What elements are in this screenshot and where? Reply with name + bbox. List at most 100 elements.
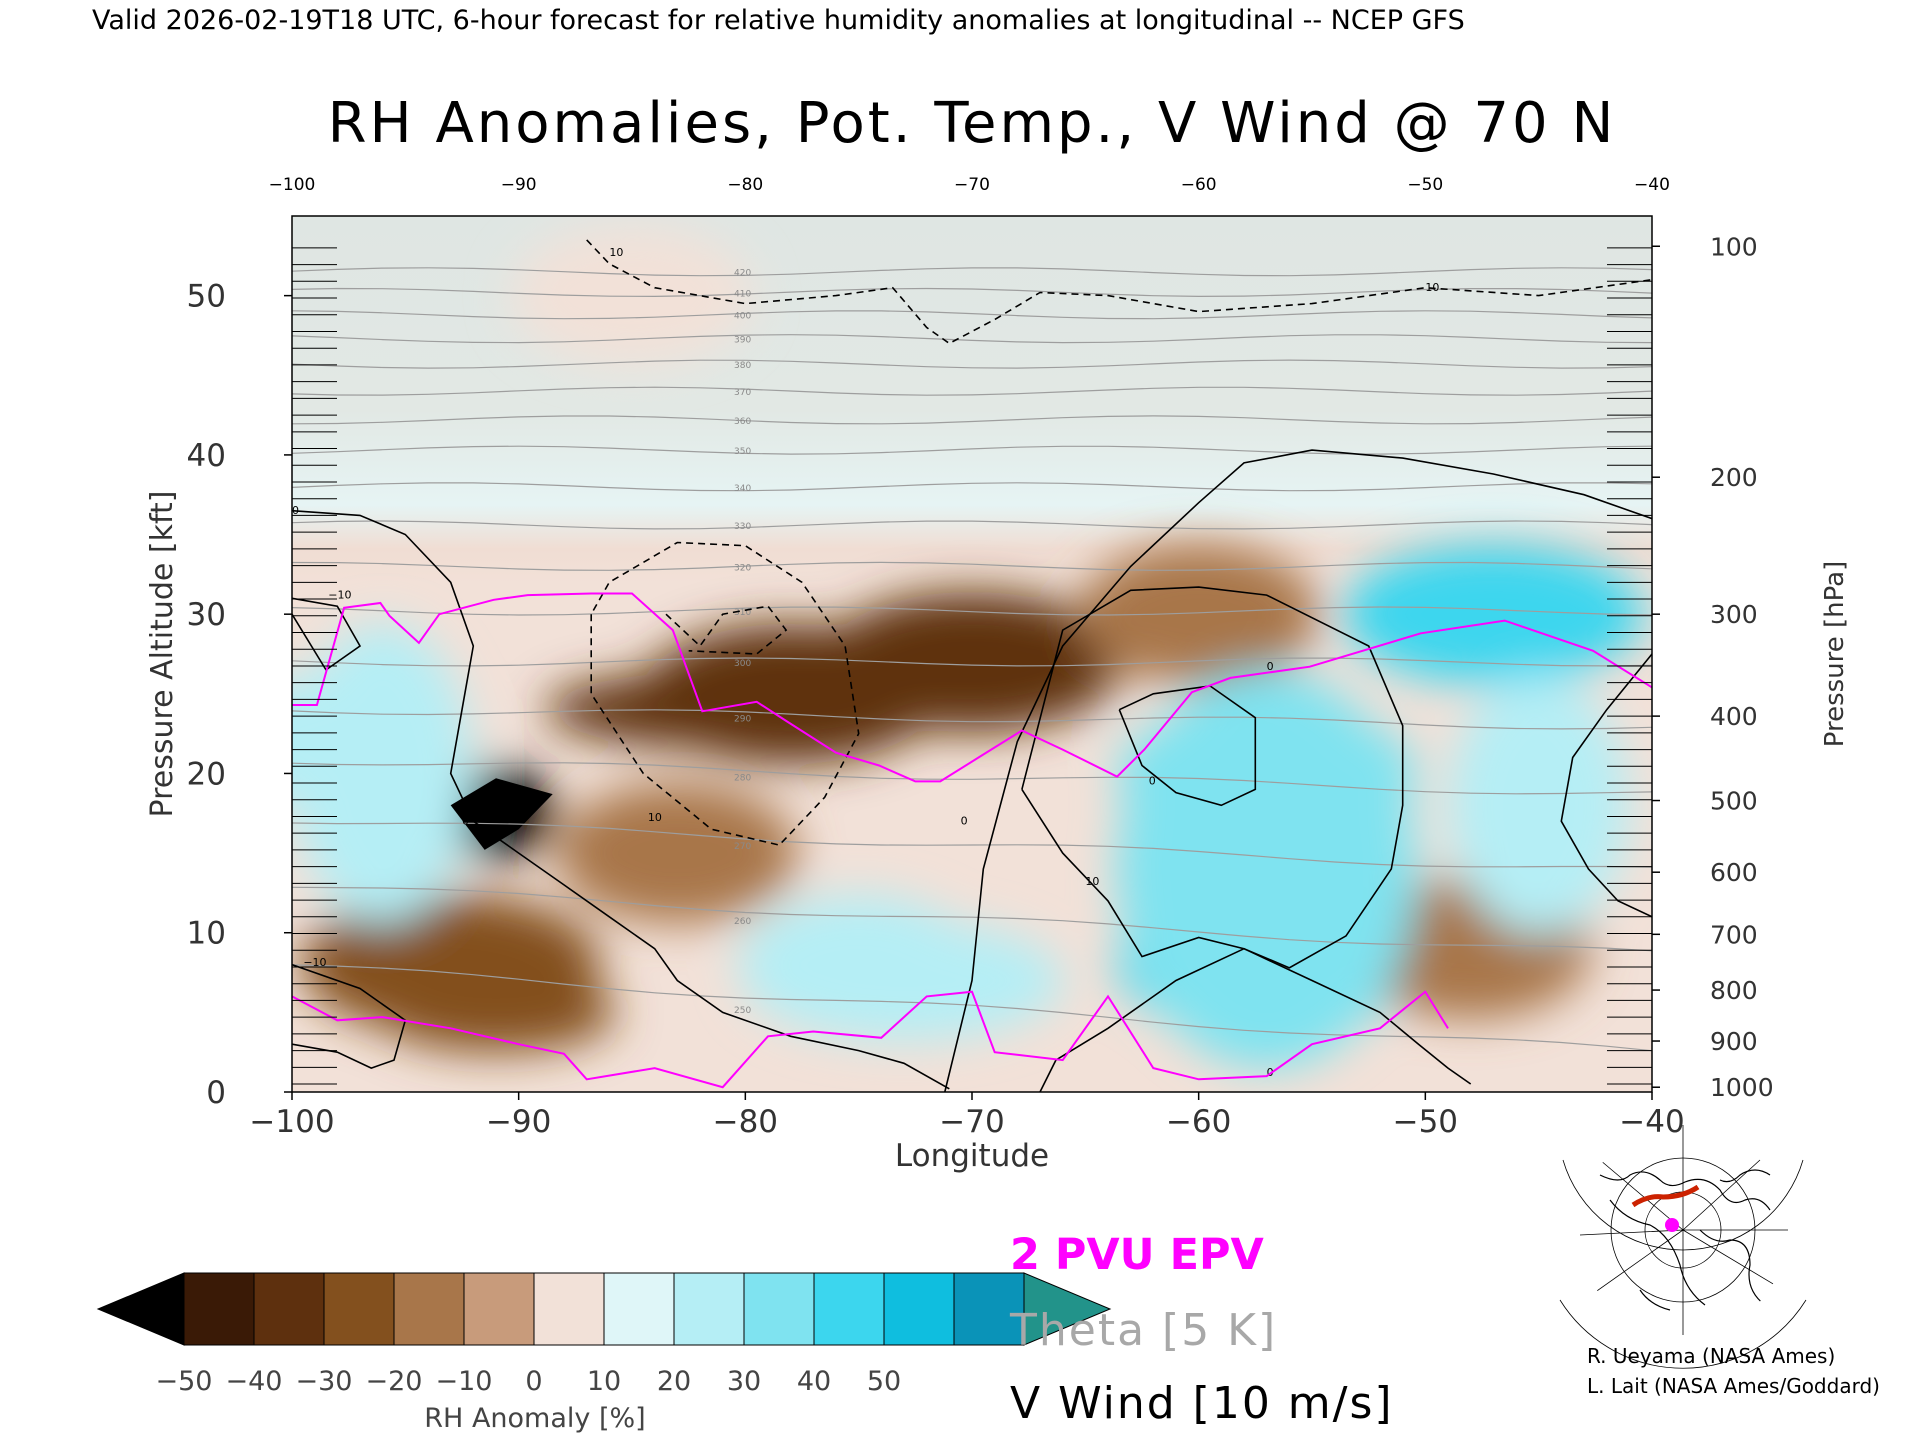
theta-contours: 420 410 400 390 380 370 360 350 340 330 320 310 300 2… [292,267,1652,1052]
colorbar-tick-label: 20 [657,1366,691,1397]
colorbar-tick-label: −10 [436,1366,493,1397]
rh-band-5 [376,972,616,1053]
v-wind-label-5: 0 [961,814,968,827]
y-axis-left-label: Pressure Altitude [kft] [145,491,180,818]
theta-line-300 [292,657,1652,667]
map-rim [1559,1159,1807,1369]
x-top-tick-label: −60 [1181,175,1217,195]
theta-line-420 [292,267,1652,277]
pressure-tick-label: 300 [1710,600,1758,629]
pressure-tick-label: 400 [1710,702,1758,731]
theta-label-410: 410 [734,289,751,299]
x-axis-top: −100 −90 −80 −70 −60 −50 −40 [269,175,1670,195]
theta-line-250 [292,964,1652,1052]
theta-line-370 [292,386,1652,396]
epv-2pvu-lower-line [292,990,1449,1089]
pressure-tick-label: 500 [1710,787,1758,816]
y-tick-label: 30 [187,597,226,633]
theta-label-350: 350 [734,447,751,457]
x-axis-bottom: −100 −90 −80 −70 −60 −50 −40 [249,1092,1685,1140]
v-wind-label-0: 0 [292,504,299,517]
inset-map [1559,1125,1807,1369]
theta-label-320: 320 [734,563,751,573]
y-axis-right: 100 200 300 400 500 600 700 800 900 1000 [1652,232,1774,1102]
pressure-tick-label: 700 [1710,920,1758,949]
rh-region-5 [1078,544,1319,685]
theta-label-260: 260 [734,917,751,927]
colorbar-label: RH Anomaly [%] [424,1403,645,1434]
theta-label-290: 290 [734,715,751,725]
v-wind-line-2 [1039,947,1472,1092]
map-marker [1665,1218,1679,1232]
colorbar-tick-label: 50 [867,1366,901,1397]
colorbar-tick-label: 0 [525,1366,542,1397]
rh-band-2 [1448,675,1629,936]
v-wind-line-9 [292,963,407,1069]
v-wind-label-7: 0 [1149,775,1156,788]
legend-epv: 2 PVU EPV [1010,1230,1264,1280]
theta-line-320 [292,561,1652,571]
theta-label-330: 330 [734,522,751,532]
x-axis-label: Longitude [895,1138,1049,1174]
rh-region-12 [512,225,752,366]
theta-line-400 [292,310,1652,320]
theta-label-300: 300 [734,659,751,669]
colorbar-box [393,1272,465,1346]
v-wind-line-1 [944,449,1652,1092]
x-top-tick-label: −100 [269,175,316,195]
colorbar-box [603,1272,675,1346]
v-wind-line-4 [1021,586,1404,969]
pressure-tick-label: 600 [1710,858,1758,887]
theta-label-370: 370 [734,388,751,398]
colorbar-tick-label: −20 [366,1366,423,1397]
x-tick-label: −100 [249,1104,334,1140]
colorbar-box [533,1272,605,1346]
v-wind-label-10: 10 [648,811,662,824]
x-tick-label: −40 [1619,1104,1684,1140]
map-track [1631,1184,1700,1208]
epv-2pvu-line [292,592,1652,783]
theta-label-270: 270 [734,842,751,852]
x-top-tick-label: −90 [501,175,537,195]
colorbar-tick-label: −40 [226,1366,283,1397]
rh-region-4 [557,783,798,924]
map-coastlines [1599,1169,1771,1311]
v-wind-label-8: 0 [1267,660,1274,673]
theta-line-270 [292,822,1652,868]
v-wind-label-4: 10 [609,246,623,259]
v-wind-line-10 [292,597,362,672]
map-graticule [1578,1125,1788,1335]
y-tick-label: 50 [187,279,226,315]
rh-min-core [450,778,553,850]
theta-label-280: 280 [734,774,751,784]
y-axis-left: 0 10 20 30 40 50 [187,279,292,1111]
theta-label-340: 340 [734,484,751,494]
pressure-tick-label: 800 [1710,976,1758,1005]
rh-band-0 [292,623,473,924]
x-top-tick-label: −80 [727,175,763,195]
colorbar-tick-label: 40 [797,1366,831,1397]
y-tick-label: 20 [187,756,226,792]
colorbar-box [673,1272,745,1346]
v-wind-label-3: 0 [462,814,469,827]
credit-line-2: L. Lait (NASA Ames/Goddard) [1587,1374,1880,1398]
v-wind-label-9: 10 [1425,281,1439,294]
rh-anomaly-field [292,225,1644,1070]
x-tick-label: −60 [1166,1104,1231,1140]
colorbar-tick-label: 10 [587,1366,621,1397]
pressure-level-ticks [292,247,1652,1085]
y-axis-right-label: Pressure [hPa] [1820,561,1850,748]
colorbar-box [253,1272,325,1346]
v-wind-line-5 [1118,685,1257,807]
legend: 2 PVU EPV Theta [5 K] V Wind [10 m/s] [1009,1230,1392,1429]
theta-line-350 [292,445,1652,455]
rh-band-1 [1116,669,1417,1070]
theta-label-360: 360 [734,417,751,427]
pressure-tick-label: 200 [1710,463,1758,492]
x-tick-label: −70 [939,1104,1004,1140]
rh-band-4 [545,669,946,750]
x-top-tick-label: −40 [1634,175,1670,195]
theta-label-400: 400 [734,312,751,322]
